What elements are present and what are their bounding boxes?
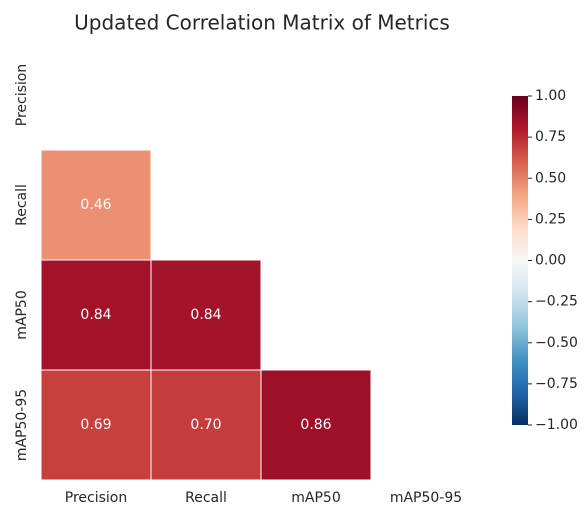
colorbar-tick-label: 1.00: [535, 88, 566, 104]
y-tick-label: mAP50-95: [14, 389, 30, 461]
heatmap-cell: [40, 369, 152, 481]
heatmap-cell: [150, 259, 262, 371]
colorbar-tick-label: −0.50: [535, 335, 578, 351]
heatmap-cell: [40, 259, 152, 371]
colorbar-tick-label: −1.00: [535, 417, 578, 433]
x-tick-label: mAP50: [291, 490, 340, 506]
colorbar: [512, 96, 528, 425]
y-tick-label: mAP50: [14, 290, 30, 339]
cell-label: 0.70: [190, 417, 221, 433]
chart-title: Updated Correlation Matrix of Metrics: [74, 11, 450, 35]
cell-label: 0.84: [190, 307, 221, 323]
x-tick-label: Recall: [185, 490, 227, 506]
cell-label: 0.46: [80, 197, 111, 213]
colorbar-tick-label: 0.75: [535, 129, 566, 145]
y-tick-label: Precision: [14, 64, 30, 126]
x-tick-label: mAP50-95: [390, 490, 462, 506]
heatmap-cell: [40, 149, 152, 261]
cell-label: 0.84: [80, 307, 111, 323]
colorbar-tick-label: −0.25: [535, 294, 578, 310]
y-tick-label: Recall: [14, 184, 30, 226]
heatmap-cell: [260, 369, 372, 481]
heatmap-cell: [150, 369, 262, 481]
x-tick-label: Precision: [65, 490, 127, 506]
cell-label: 0.86: [300, 417, 331, 433]
colorbar-tick-label: 0.50: [535, 170, 566, 186]
colorbar-tick-label: 0.00: [535, 253, 566, 269]
colorbar-tick-label: −0.75: [535, 376, 578, 392]
cell-label: 0.69: [80, 417, 111, 433]
colorbar-tick-label: 0.25: [535, 211, 566, 227]
